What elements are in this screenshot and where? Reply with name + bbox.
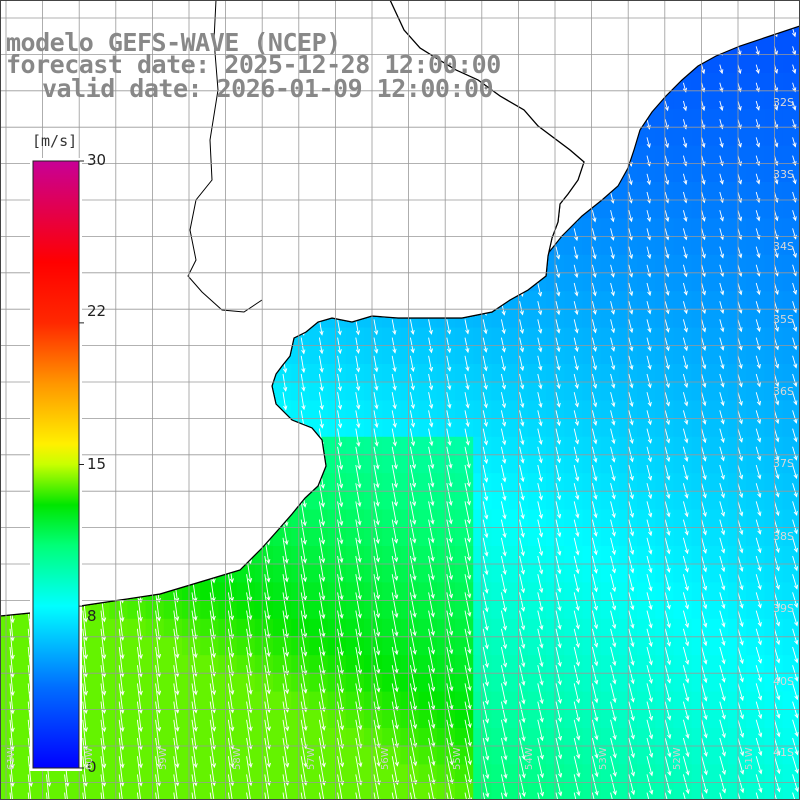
latitude-label: 39S [773, 602, 794, 615]
longitude-label: 58W [232, 747, 243, 770]
valid-date: valid date: 2026-01-09 12:00:00 [42, 74, 494, 103]
longitude-label: 57W [306, 747, 317, 770]
longitude-label: 55W [452, 747, 463, 770]
colorbar-tick-label: 15 [87, 455, 107, 473]
colorbar-tick-label: 22 [87, 302, 107, 320]
longitude-label: 59W [158, 747, 169, 770]
colorbar-unit: [m/s] [32, 132, 78, 150]
longitude-label: 60W [84, 747, 95, 770]
river-outline [187, 0, 263, 313]
longitude-label: 51W [744, 747, 755, 770]
colorbar-tick-label: 0 [87, 758, 97, 776]
latitude-label: 37S [773, 457, 794, 470]
colorbar [30, 158, 84, 771]
model-title: modelo GEFS-WAVE (NCEP) [6, 28, 341, 57]
latitude-label: 40S [773, 675, 794, 688]
colorbar-tick-label: 8 [87, 607, 97, 625]
latitude-label: 32S [773, 96, 794, 109]
longitude-label: 52W [672, 747, 683, 770]
longitude-label: 54W [524, 747, 535, 770]
latitude-label: 36S [773, 385, 794, 398]
longitude-label: 53W [598, 747, 609, 770]
colorbar-tick-label: 30 [87, 151, 107, 169]
latitude-label: 38S [773, 530, 794, 543]
forecast-date: forecast date: 2025-12-28 12:00:00 [6, 50, 501, 79]
latitude-label: 35S [773, 313, 794, 326]
longitude-label: 61W [6, 747, 17, 770]
latitude-label: 41S [773, 746, 794, 759]
latitude-label: 33S [773, 168, 794, 181]
land-region-west [0, 0, 585, 617]
longitude-label: 56W [380, 747, 391, 770]
latitude-label: 34S [773, 240, 794, 253]
